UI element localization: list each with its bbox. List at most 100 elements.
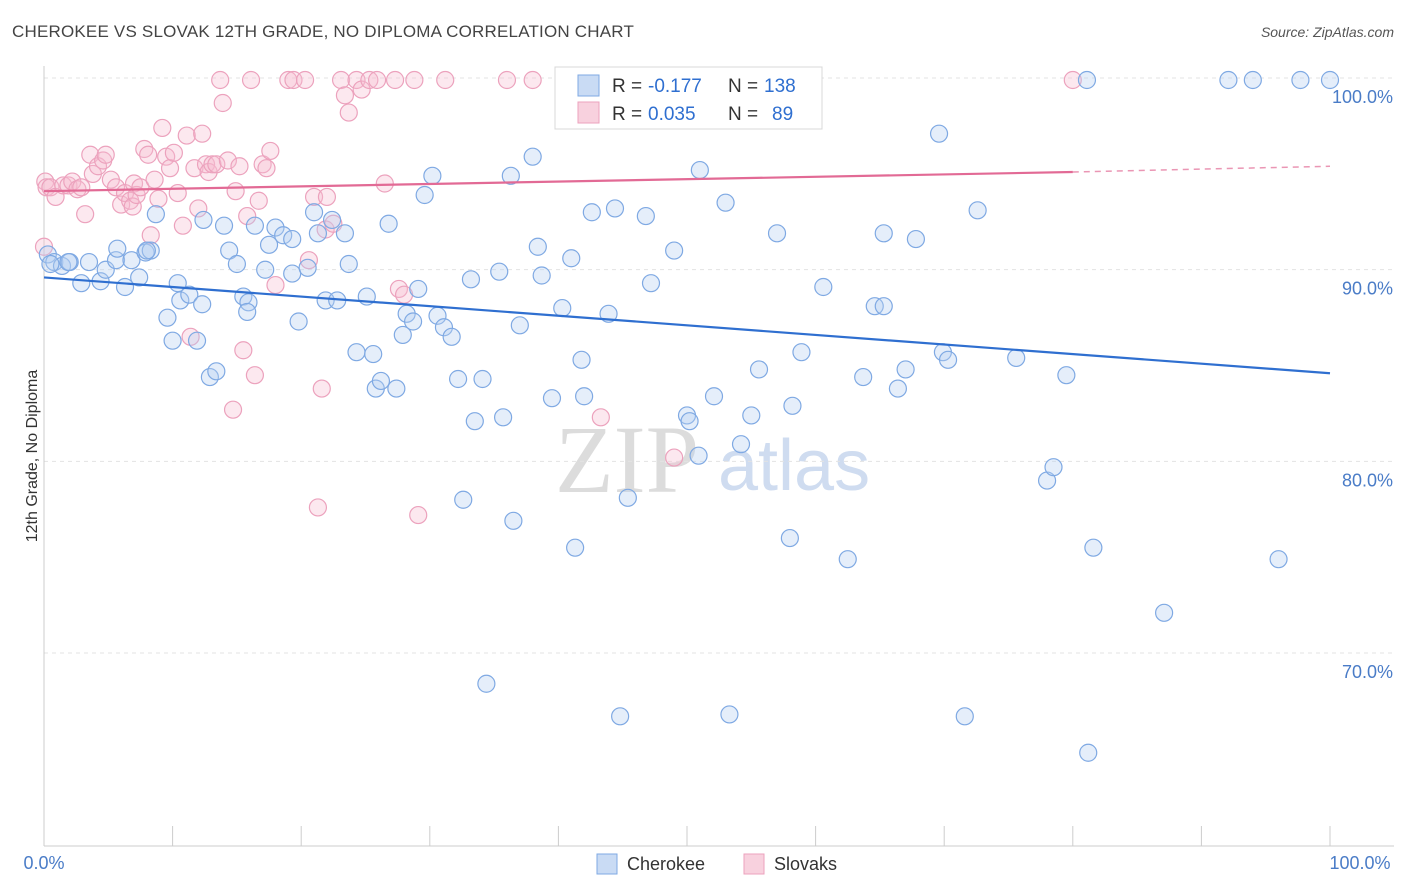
cherokee-point-27 xyxy=(227,254,246,274)
cherokee-point-42 xyxy=(322,210,342,230)
cherokee-point-11 xyxy=(122,251,141,270)
cherokee-point-22 xyxy=(194,210,213,230)
slovaks-point-66 xyxy=(312,379,331,398)
cherokee-point-130 xyxy=(1269,550,1288,569)
cherokee-point-77 xyxy=(553,298,572,318)
cherokee-point-67 xyxy=(477,674,496,693)
y-tick-label-100: 100.0% xyxy=(1332,87,1393,107)
stats-n-value-cherokee: 138 xyxy=(764,76,796,97)
cherokee-point-131 xyxy=(1291,70,1310,90)
slovaks-point-34 xyxy=(168,183,187,203)
bottom-legend: Cherokee Slovaks xyxy=(596,853,837,875)
cherokee-point-137 xyxy=(238,302,257,322)
legend-swatch-slovaks xyxy=(743,853,765,875)
cherokee-point-20 xyxy=(180,285,199,304)
cherokee-point-44 xyxy=(335,224,355,243)
cherokee-point-29 xyxy=(239,293,258,312)
cherokee-point-124 xyxy=(1077,70,1097,90)
slovaks-point-71 xyxy=(335,86,355,105)
cherokee-point-53 xyxy=(393,325,412,345)
slovaks-point-81 xyxy=(405,70,424,90)
slovaks-point-52 xyxy=(238,206,257,226)
cherokee-point-125 xyxy=(1079,743,1098,762)
slovaks-points xyxy=(34,70,1082,525)
slovaks-point-35 xyxy=(173,216,192,235)
slovaks-point-46 xyxy=(213,93,232,113)
slovaks-point-32 xyxy=(160,159,180,178)
source-label: Source: ZipAtlas.com xyxy=(1260,24,1394,40)
slovaks-point-15 xyxy=(96,145,115,164)
legend-label-slovaks: Slovaks xyxy=(774,854,837,874)
cherokee-point-129 xyxy=(1243,70,1262,90)
cherokee-point-14 xyxy=(141,241,160,260)
slovaks-point-27 xyxy=(141,226,160,245)
cherokee-point-9 xyxy=(108,239,127,258)
cherokee-point-90 xyxy=(665,241,684,260)
cherokee-point-61 xyxy=(442,327,461,346)
slovaks-point-36 xyxy=(177,126,196,145)
x-ticks xyxy=(43,826,1331,846)
cherokee-point-136 xyxy=(193,295,212,314)
cherokee-point-94 xyxy=(689,446,708,465)
watermark-zip: ZIP xyxy=(555,406,699,513)
cherokee-point-133 xyxy=(41,254,60,274)
slovaks-point-62 xyxy=(295,70,315,90)
cherokee-point-93 xyxy=(680,412,699,431)
cherokee-point-111 xyxy=(874,224,893,243)
cherokee-point-85 xyxy=(611,707,630,726)
cherokee-point-118 xyxy=(955,707,974,726)
slovaks-point-73 xyxy=(347,70,366,90)
stats-r-label-cherokee: R = xyxy=(612,76,642,97)
slovaks-point-77 xyxy=(375,174,394,193)
cherokee-point-110 xyxy=(874,297,893,316)
cherokee-point-101 xyxy=(749,360,769,379)
slovaks-point-33 xyxy=(164,143,183,162)
cherokee-point-52 xyxy=(387,379,406,398)
cherokee-point-34 xyxy=(274,226,293,245)
cherokee-point-21 xyxy=(187,331,207,350)
slovaks-point-82 xyxy=(409,505,428,525)
cherokee-point-100 xyxy=(742,406,761,425)
slovaks-point-26 xyxy=(139,145,158,164)
cherokee-point-127 xyxy=(1155,603,1174,622)
slovaks-point-70 xyxy=(331,70,351,90)
slovaks-point-17 xyxy=(106,178,126,197)
cherokee-point-62 xyxy=(448,369,468,389)
slovaks-point-86 xyxy=(591,408,610,427)
cherokee-point-66 xyxy=(473,369,492,389)
cherokee-point-60 xyxy=(434,318,454,337)
cherokee-point-48 xyxy=(364,344,383,364)
slovaks-point-84 xyxy=(497,70,517,90)
slovaks-point-39 xyxy=(189,199,208,218)
slovaks-point-45 xyxy=(211,70,230,90)
cherokee-point-107 xyxy=(838,550,857,569)
cherokee-point-128 xyxy=(1219,70,1238,90)
x-tick-label-min: 0.0% xyxy=(23,853,64,873)
cherokee-point-70 xyxy=(501,166,520,185)
cherokee-point-112 xyxy=(888,379,908,398)
slovaks-point-47 xyxy=(218,151,237,170)
cherokee-point-84 xyxy=(605,199,625,218)
slovaks-point-29 xyxy=(149,189,168,208)
cherokee-point-30 xyxy=(245,216,265,235)
slovaks-point-9 xyxy=(72,178,91,197)
cherokee-point-86 xyxy=(618,488,637,507)
legend-label-cherokee: Cherokee xyxy=(627,854,705,874)
y-tick-label-70: 70.0% xyxy=(1342,662,1393,682)
slovaks-point-53 xyxy=(241,70,261,90)
stats-swatch-slovaks xyxy=(577,101,600,124)
slovaks-point-24 xyxy=(131,178,150,197)
cherokee-point-19 xyxy=(171,291,190,310)
stats-swatch-cherokee xyxy=(577,74,600,97)
slovaks-point-87 xyxy=(665,448,684,467)
cherokee-point-75 xyxy=(532,266,551,285)
cherokee-point-87 xyxy=(636,206,655,226)
slovaks-point-59 xyxy=(266,275,285,295)
cherokee-point-99 xyxy=(731,435,751,454)
slovaks-point-64 xyxy=(304,187,324,207)
cherokee-point-88 xyxy=(641,274,661,293)
legend-swatch-cherokee xyxy=(596,853,618,875)
cherokee-point-123 xyxy=(1057,366,1076,385)
slovaks-point-54 xyxy=(245,366,265,385)
